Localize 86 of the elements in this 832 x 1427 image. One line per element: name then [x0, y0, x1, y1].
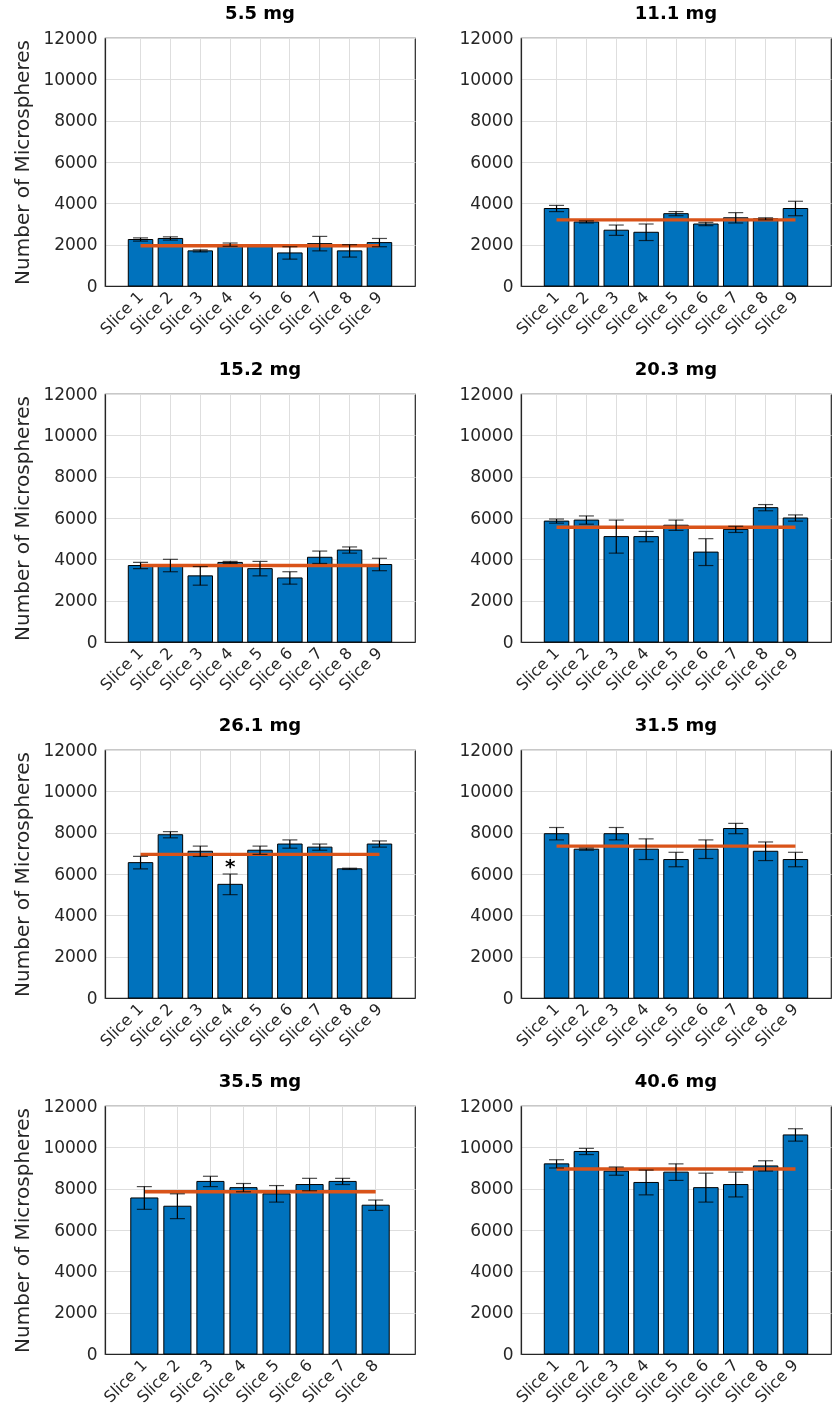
bar [573, 848, 600, 999]
bar [217, 244, 243, 287]
bar [752, 1165, 779, 1355]
chart-title: 20.3 mg [634, 358, 718, 379]
y-tick-label: 8000 [54, 466, 98, 487]
bar [543, 520, 570, 643]
y-tick-label: 8000 [470, 1178, 514, 1199]
chart-title: 5.5 mg [225, 2, 295, 23]
y-tick-label: 6000 [54, 507, 98, 528]
y-tick-label: 2000 [470, 1302, 514, 1323]
y-tick-label: 8000 [54, 822, 98, 843]
y-tick-label: 10000 [459, 1136, 514, 1157]
y-tick-label: 10000 [43, 424, 98, 445]
y-tick-label: 10000 [43, 780, 98, 801]
bar [196, 1180, 225, 1355]
bar [217, 561, 243, 643]
y-tick-label: 0 [502, 631, 514, 652]
y-axis-title: Number of Microspheres [10, 40, 35, 285]
y-tick-label: 0 [502, 1343, 514, 1364]
y-tick-label: 2000 [54, 234, 98, 255]
bar [633, 536, 659, 643]
y-tick-label: 8000 [54, 1178, 98, 1199]
bar [247, 245, 273, 287]
chart-title: 15.2 mg [218, 358, 302, 379]
y-tick-label: 0 [86, 275, 98, 296]
bar [361, 1204, 390, 1355]
y-tick-label: 10000 [459, 780, 514, 801]
y-tick-label: 4000 [470, 904, 514, 925]
y-tick-label: 12000 [43, 739, 98, 760]
y-axis-title: Number of Microspheres [10, 752, 35, 997]
y-tick-label: 2000 [470, 234, 514, 255]
y-tick-label: 12000 [43, 1095, 98, 1116]
y-tick-label: 0 [86, 987, 98, 1008]
y-tick-label: 6000 [54, 1219, 98, 1240]
y-tick-label: 4000 [54, 548, 98, 569]
y-tick-label: 6000 [470, 1219, 514, 1240]
y-tick-label: 2000 [54, 590, 98, 611]
bar [187, 850, 214, 999]
y-tick-label: 12000 [459, 1095, 514, 1116]
y-tick-label: 8000 [470, 466, 514, 487]
bar [663, 524, 689, 643]
y-tick-label: 6000 [470, 507, 514, 528]
bar [187, 250, 214, 287]
y-tick-label: 12000 [459, 383, 514, 404]
y-tick-label: 0 [86, 631, 98, 652]
y-tick-label: 6000 [470, 151, 514, 172]
y-tick-label: 8000 [54, 110, 98, 131]
chart-title: 40.6 mg [634, 1070, 718, 1091]
bar [127, 239, 154, 287]
bar [306, 556, 333, 643]
y-tick-label: 10000 [459, 68, 514, 89]
y-tick-label: 12000 [459, 739, 514, 760]
annotation: * [224, 854, 236, 878]
y-tick-label: 10000 [43, 1136, 98, 1157]
y-tick-label: 8000 [470, 822, 514, 843]
y-tick-label: 4000 [470, 1260, 514, 1281]
y-axis-title: Number of Microspheres [10, 1108, 35, 1353]
y-tick-label: 4000 [470, 548, 514, 569]
y-tick-label: 12000 [43, 27, 98, 48]
y-tick-label: 2000 [470, 946, 514, 967]
y-tick-label: 12000 [459, 27, 514, 48]
y-tick-label: 0 [86, 1343, 98, 1364]
y-tick-label: 10000 [459, 424, 514, 445]
y-tick-label: 8000 [470, 110, 514, 131]
chart-title: 11.1 mg [634, 2, 718, 23]
y-tick-label: 2000 [54, 946, 98, 967]
y-tick-label: 2000 [470, 590, 514, 611]
bar [722, 828, 749, 999]
y-tick-label: 6000 [54, 151, 98, 172]
bar [157, 237, 184, 287]
chart-title: 31.5 mg [634, 714, 718, 735]
y-tick-label: 0 [502, 275, 514, 296]
chart-title: 26.1 mg [218, 714, 302, 735]
y-tick-label: 12000 [43, 383, 98, 404]
y-axis-title: Number of Microspheres [10, 396, 35, 641]
bar [336, 868, 363, 999]
y-tick-label: 6000 [54, 863, 98, 884]
y-tick-label: 4000 [470, 192, 514, 213]
chart-title: 35.5 mg [218, 1070, 302, 1091]
y-tick-label: 0 [502, 987, 514, 1008]
y-tick-label: 4000 [54, 904, 98, 925]
y-tick-label: 4000 [54, 192, 98, 213]
y-tick-label: 10000 [43, 68, 98, 89]
y-tick-label: 4000 [54, 1260, 98, 1281]
y-tick-label: 6000 [470, 863, 514, 884]
y-tick-label: 2000 [54, 1302, 98, 1323]
